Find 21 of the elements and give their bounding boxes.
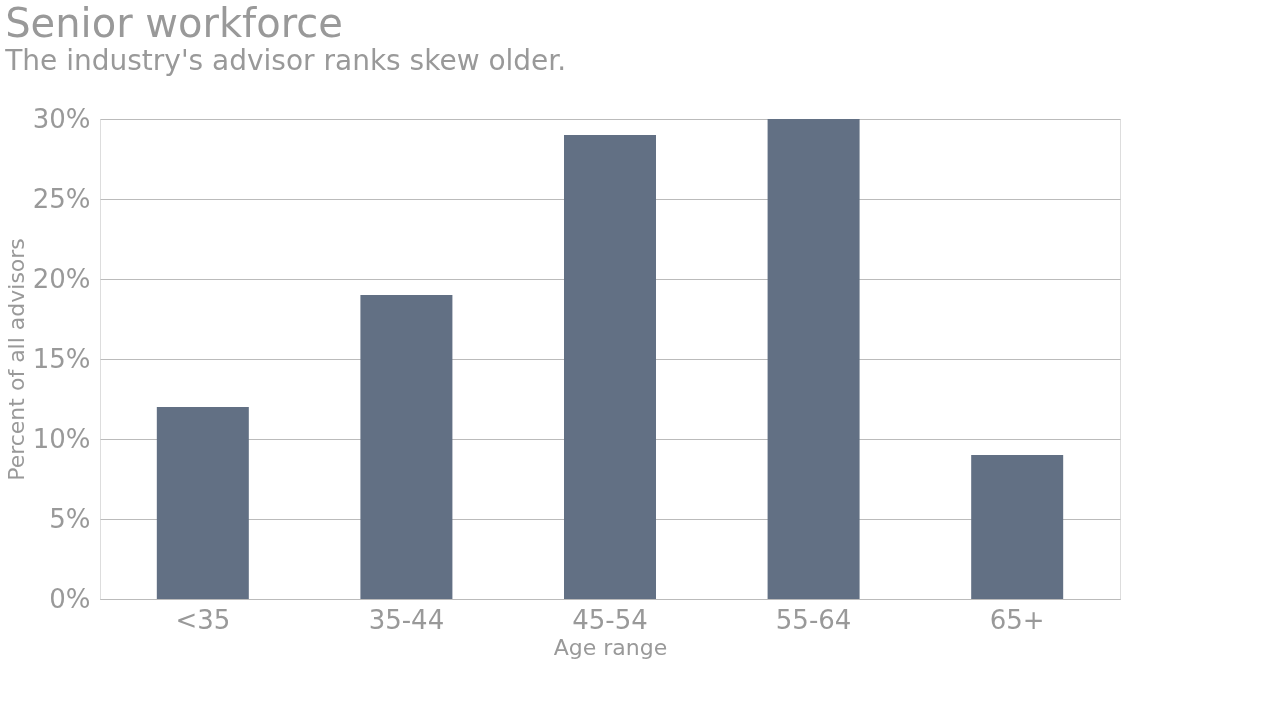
- y-tick-label: 0%: [49, 583, 91, 614]
- y-tick-label: 10%: [32, 423, 91, 454]
- x-tick-label: 45-54: [572, 604, 648, 635]
- y-tick-label: 20%: [32, 263, 91, 294]
- y-tick-label: 15%: [32, 343, 91, 374]
- y-tick-label: 25%: [32, 183, 91, 214]
- x-tick-label: 65+: [989, 604, 1045, 635]
- bar: [360, 295, 453, 599]
- x-tick-label: 35-44: [368, 604, 445, 635]
- bar: [767, 119, 860, 599]
- y-tick-label: 30%: [32, 103, 91, 134]
- bar: [971, 455, 1064, 599]
- bar: [156, 407, 249, 599]
- chart-title: Senior workforce: [5, 0, 343, 46]
- bar: [564, 135, 656, 599]
- y-axis-title: Percent of all advisors: [3, 238, 29, 481]
- x-tick-label: 55-64: [775, 604, 852, 635]
- y-tick-label: 5%: [49, 503, 91, 534]
- x-axis-title: Age range: [553, 634, 668, 660]
- x-tick-label: <35: [175, 604, 231, 635]
- chart-subtitle: The industry's advisor ranks skew older.: [4, 44, 567, 77]
